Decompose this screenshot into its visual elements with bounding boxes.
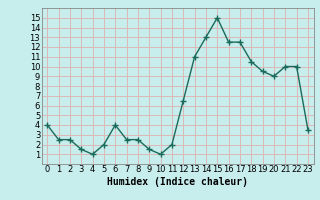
X-axis label: Humidex (Indice chaleur): Humidex (Indice chaleur): [107, 177, 248, 187]
